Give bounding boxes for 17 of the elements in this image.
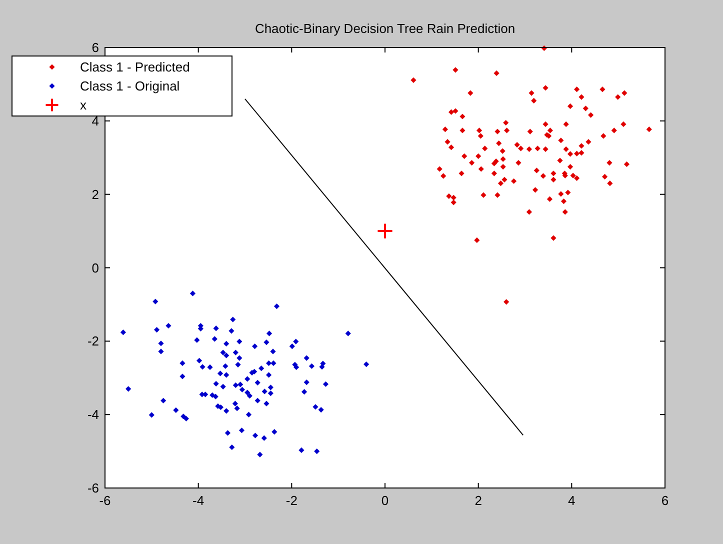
x-tick-label: -2 [286,493,298,508]
y-tick-label: -6 [87,480,99,496]
y-tick-label: 4 [92,113,99,128]
y-tick-label: 0 [92,260,99,276]
legend-label: Class 1 - Original [80,78,180,94]
legend-label: x [80,98,87,113]
y-tick-label: 2 [92,186,99,202]
x-tick-label: 6 [661,493,669,508]
y-tick-label: 6 [92,40,99,56]
y-tick-label: -2 [87,334,99,349]
y-tick-label: -4 [87,407,99,422]
legend-label: Class 1 - Predicted [80,60,190,75]
x-tick-label: 4 [568,493,576,508]
x-tick-label: 0 [381,493,389,508]
x-tick-label: -4 [192,493,204,508]
x-tick-label: 2 [474,493,482,508]
chart-title: Chaotic-Binary Decision Tree Rain Prediction [254,21,516,36]
